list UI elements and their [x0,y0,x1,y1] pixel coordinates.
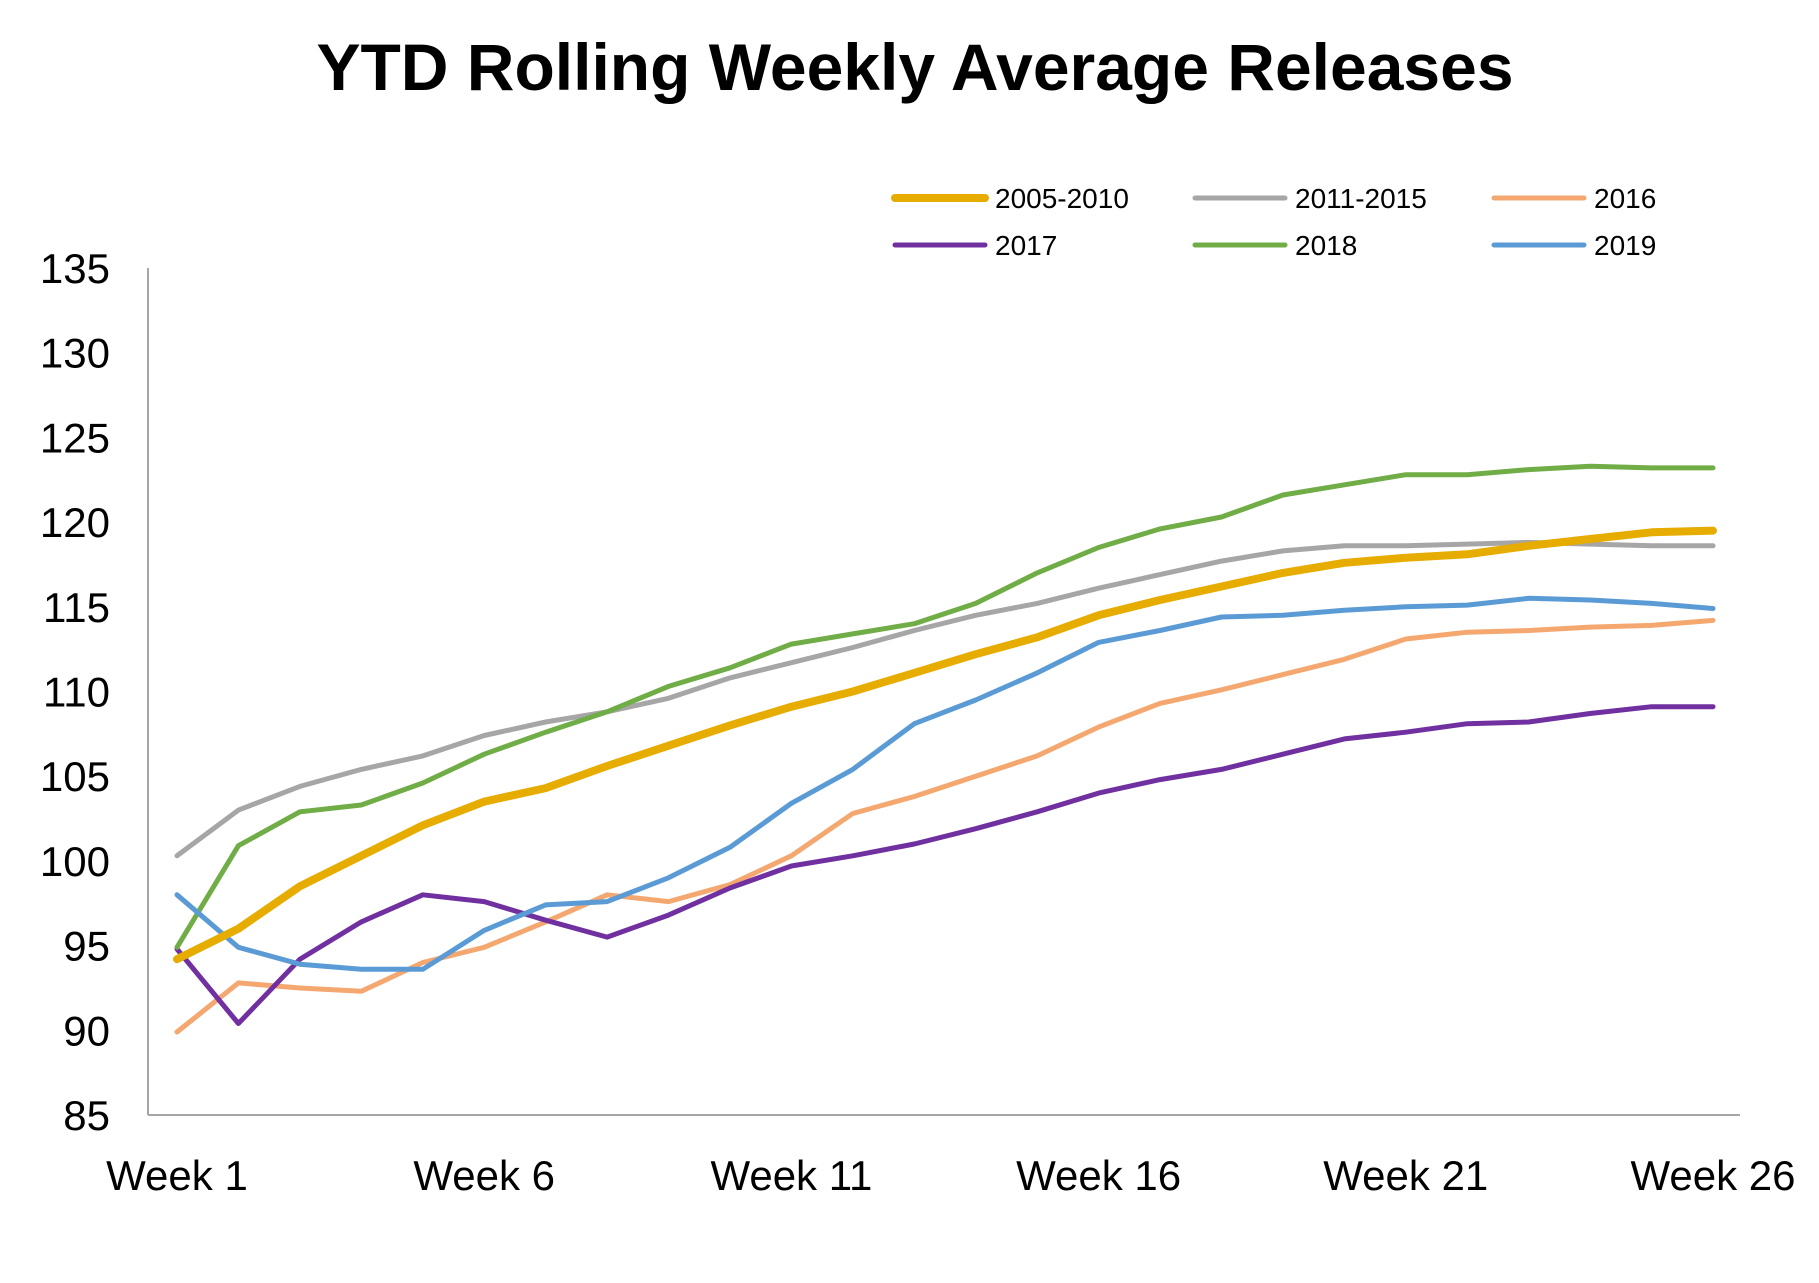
legend-label: 2019 [1594,230,1656,261]
legend-label: 2005-2010 [995,183,1129,214]
series-line-2018 [174,463,1716,950]
legend-item: 2005-2010 [891,183,1129,214]
legend-item: 2016 [1491,183,1656,214]
x-tick-label: Week 11 [710,1152,872,1199]
chart-title: YTD Rolling Weekly Average Releases [316,30,1513,104]
series-line-2017 [174,704,1716,1026]
series-line-2005-2010 [173,526,1717,964]
legend-item: 2017 [892,230,1057,261]
y-tick-label: 90 [63,1007,110,1054]
y-tick-label: 115 [43,584,110,631]
x-tick-label: Week 16 [1016,1152,1181,1199]
y-tick-label: 100 [40,838,110,885]
y-tick-label: 105 [40,753,110,800]
y-tick-label: 95 [63,923,110,970]
legend-item: 2018 [1192,230,1357,261]
x-tick-label: Week 1 [106,1152,248,1199]
legend-label: 2017 [995,230,1057,261]
legend-item: 2011-2015 [1192,183,1427,214]
y-tick-label: 130 [40,330,110,377]
legend: 2005-2010 2011-2015 2016 2017 2018 2019 [891,183,1656,261]
y-tick-label: 135 [40,245,110,292]
x-tick-label: Week 21 [1323,1152,1488,1199]
y-tick-label: 85 [63,1092,110,1139]
legend-label: 2011-2015 [1295,183,1427,214]
series-line-2011-2015 [174,539,1716,859]
y-axis-ticks: 85 90 95 100 105 110 115 120 125 130 135 [40,245,110,1139]
x-tick-label: Week 26 [1631,1152,1796,1199]
x-tick-label: Week 6 [413,1152,555,1199]
series-line-2019 [174,595,1716,972]
y-tick-label: 125 [40,414,110,461]
legend-label: 2018 [1295,230,1357,261]
x-axis-ticks: Week 1 Week 6 Week 11 Week 16 Week 21 Week 26 [106,1152,1795,1199]
legend-item: 2019 [1491,230,1656,261]
legend-label: 2016 [1594,183,1656,214]
y-tick-label: 110 [43,669,110,716]
y-tick-label: 120 [40,499,110,546]
series-layer [173,463,1717,1035]
